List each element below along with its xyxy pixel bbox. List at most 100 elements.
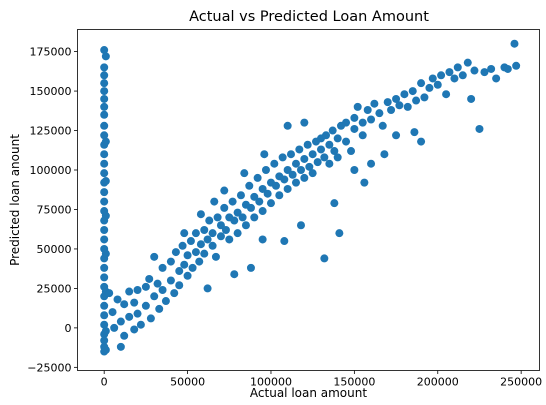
scatter-point xyxy=(100,311,109,320)
scatter-point xyxy=(367,115,376,124)
scatter-point xyxy=(101,177,110,186)
scatter-point xyxy=(303,140,312,149)
y-tick-label: 25000 xyxy=(37,282,72,295)
scatter-point xyxy=(475,124,484,133)
x-tick-label: 150000 xyxy=(333,376,375,389)
scatter-point xyxy=(283,166,292,174)
scatter-point xyxy=(100,169,109,178)
scatter-point xyxy=(236,191,245,200)
scatter-point xyxy=(480,68,489,77)
scatter-point xyxy=(105,289,114,298)
scatter-point xyxy=(195,257,204,266)
scatter-point xyxy=(295,145,304,154)
scatter-point xyxy=(230,270,239,279)
scatter-point xyxy=(136,320,145,329)
scatter-point xyxy=(101,345,110,354)
y-tick-label: −25000 xyxy=(27,361,71,374)
scatter-point xyxy=(100,94,109,103)
scatter-point xyxy=(453,63,462,72)
scatter-point xyxy=(130,298,139,307)
scatter-point xyxy=(100,197,109,206)
scatter-point xyxy=(420,93,429,102)
scatter-point xyxy=(271,181,280,190)
scatter-point xyxy=(175,281,184,290)
scatter-point xyxy=(203,284,212,293)
scatter-point xyxy=(233,208,242,217)
scatter-point xyxy=(350,124,359,133)
scatter-point xyxy=(375,109,384,118)
scatter-point xyxy=(208,241,217,250)
scatter-point xyxy=(101,137,110,146)
scatter-point xyxy=(180,260,189,269)
scatter-point xyxy=(183,251,192,260)
scatter-point xyxy=(175,267,184,276)
scatter-point xyxy=(100,110,109,119)
scatter-point xyxy=(145,274,154,283)
scatter-point xyxy=(392,94,401,103)
scatter-point xyxy=(153,279,162,288)
scatter-point xyxy=(141,301,150,310)
scatter-point xyxy=(178,241,187,250)
scatter-point xyxy=(322,131,331,140)
scatter-point xyxy=(100,273,109,282)
scatter-point xyxy=(458,71,467,80)
scatter-point xyxy=(100,71,109,80)
scatter-point xyxy=(133,309,142,318)
scatter-point xyxy=(200,226,209,234)
scatter-point xyxy=(141,282,150,291)
scatter-point xyxy=(442,90,451,99)
scatter-point xyxy=(308,150,317,159)
scatter-point xyxy=(255,197,264,206)
scatter-point xyxy=(108,308,117,317)
y-tick-label: 50000 xyxy=(37,243,72,256)
scatter-point xyxy=(130,325,139,334)
scatter-point xyxy=(120,331,129,340)
scatter-point xyxy=(101,211,110,220)
scatter-point xyxy=(220,186,229,195)
scatter-point xyxy=(300,173,309,182)
scatter-point xyxy=(246,203,255,212)
scatter-point xyxy=(425,83,434,92)
scatter-point xyxy=(410,128,419,137)
scatter-point xyxy=(358,131,367,140)
scatter-point xyxy=(180,229,189,238)
scatter-point xyxy=(445,68,454,77)
scatter-point xyxy=(300,154,309,163)
scatter-point xyxy=(125,312,134,321)
scatter-point xyxy=(245,181,254,190)
scatter-point xyxy=(395,101,404,110)
x-tick-label: 250000 xyxy=(500,376,542,389)
scatter-point xyxy=(342,137,351,146)
scatter-point xyxy=(350,166,359,174)
scatter-point xyxy=(300,118,309,127)
scatter-point xyxy=(378,121,387,130)
scatter-point xyxy=(241,221,250,230)
scatter-point xyxy=(101,249,110,258)
scatter-point xyxy=(133,285,142,294)
scatter-point xyxy=(100,63,109,72)
scatter-point xyxy=(146,314,155,323)
x-axis-label: Actual loan amount xyxy=(250,386,367,400)
x-tick-label: 0 xyxy=(101,376,108,389)
scatter-point xyxy=(510,39,519,48)
chart-title: Actual vs Predicted Loan Amount xyxy=(189,9,429,25)
scatter-point xyxy=(412,96,421,105)
scatter-point xyxy=(392,131,401,140)
x-tick-label: 100000 xyxy=(250,376,292,389)
scatter-point xyxy=(450,74,459,83)
scatter-point xyxy=(333,134,342,143)
x-tick-label: 200000 xyxy=(417,376,459,389)
scatter-point xyxy=(360,178,369,187)
scatter-point xyxy=(308,169,317,178)
scatter-point xyxy=(280,237,289,246)
scatter-point xyxy=(191,248,200,257)
scatter-point xyxy=(250,213,259,222)
scatter-point xyxy=(196,240,205,249)
scatter-point xyxy=(353,102,362,111)
x-tick-label: 50000 xyxy=(170,376,205,389)
scatter-point xyxy=(263,189,272,198)
y-axis-label: Predicted loan anount xyxy=(8,134,22,266)
scatter-point xyxy=(100,235,109,244)
y-tick-label: 0 xyxy=(65,322,72,335)
y-tick-label: 150000 xyxy=(30,85,72,98)
